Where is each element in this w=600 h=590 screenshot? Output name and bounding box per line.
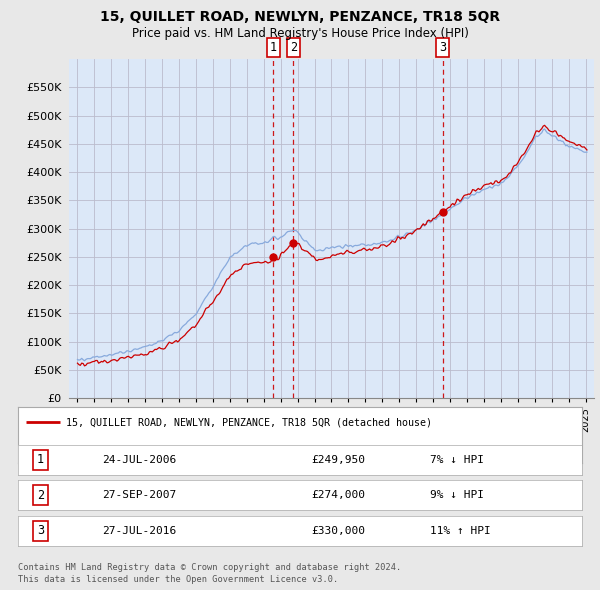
Text: £330,000: £330,000 xyxy=(311,526,365,536)
Text: 11% ↑ HPI: 11% ↑ HPI xyxy=(430,526,490,536)
Text: £274,000: £274,000 xyxy=(311,490,365,500)
Text: This data is licensed under the Open Government Licence v3.0.: This data is licensed under the Open Gov… xyxy=(18,575,338,584)
Text: £249,950: £249,950 xyxy=(311,455,365,465)
Text: 7% ↓ HPI: 7% ↓ HPI xyxy=(430,455,484,465)
Text: 3: 3 xyxy=(439,41,446,54)
Text: Price paid vs. HM Land Registry's House Price Index (HPI): Price paid vs. HM Land Registry's House … xyxy=(131,27,469,40)
Text: HPI: Average price, detached house, Cornwall: HPI: Average price, detached house, Corn… xyxy=(66,446,330,456)
Text: 1: 1 xyxy=(269,41,277,54)
Text: 27-SEP-2007: 27-SEP-2007 xyxy=(103,490,177,500)
Text: 3: 3 xyxy=(37,524,44,537)
Text: 15, QUILLET ROAD, NEWLYN, PENZANCE, TR18 5QR: 15, QUILLET ROAD, NEWLYN, PENZANCE, TR18… xyxy=(100,9,500,24)
Text: 1: 1 xyxy=(37,453,44,467)
Text: 15, QUILLET ROAD, NEWLYN, PENZANCE, TR18 5QR (detached house): 15, QUILLET ROAD, NEWLYN, PENZANCE, TR18… xyxy=(66,417,432,427)
Text: 2: 2 xyxy=(37,489,44,502)
Text: 24-JUL-2006: 24-JUL-2006 xyxy=(103,455,177,465)
Text: Contains HM Land Registry data © Crown copyright and database right 2024.: Contains HM Land Registry data © Crown c… xyxy=(18,563,401,572)
Text: 27-JUL-2016: 27-JUL-2016 xyxy=(103,526,177,536)
Text: 9% ↓ HPI: 9% ↓ HPI xyxy=(430,490,484,500)
Text: 2: 2 xyxy=(290,41,297,54)
